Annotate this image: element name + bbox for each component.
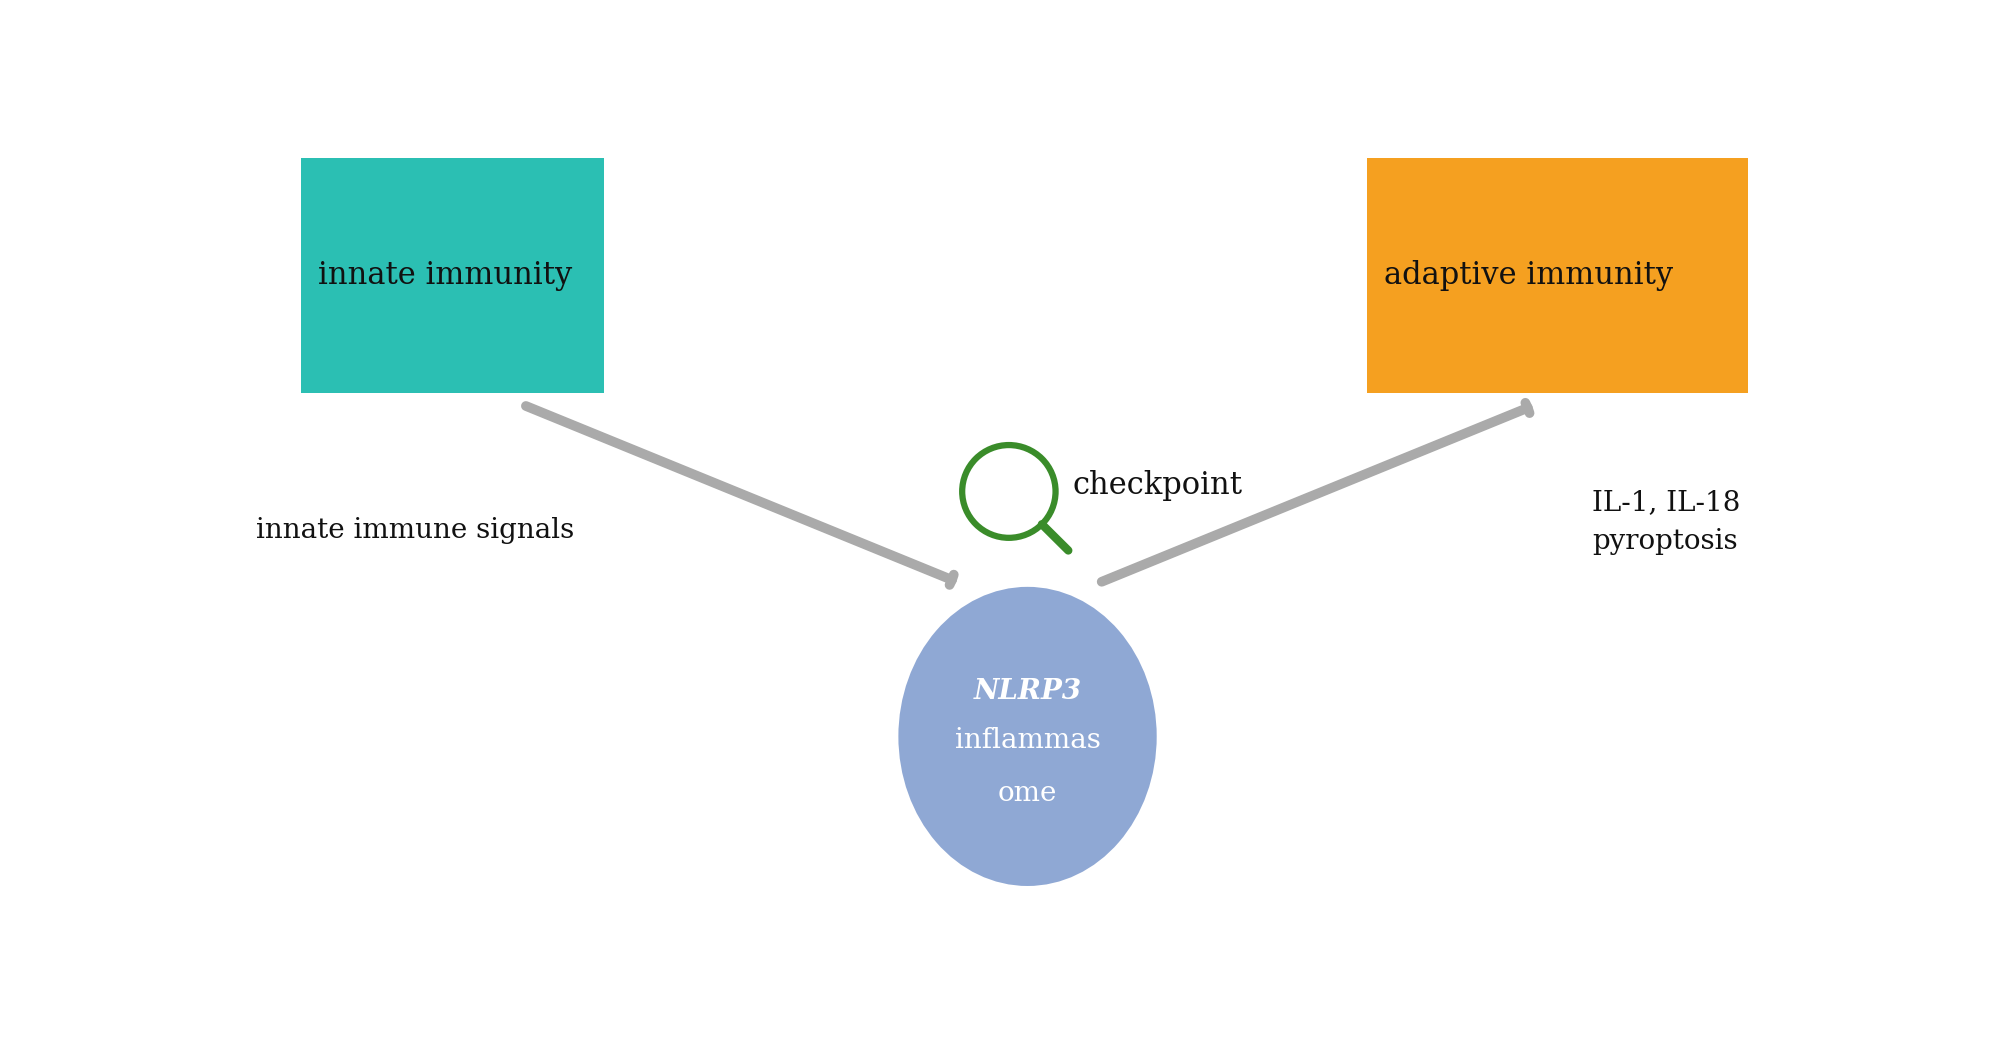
Text: NLRP3: NLRP3 [973, 678, 1082, 706]
Ellipse shape [897, 587, 1156, 886]
Text: adaptive immunity: adaptive immunity [1383, 260, 1672, 291]
Text: inflammas: inflammas [953, 727, 1100, 754]
Text: ome: ome [997, 779, 1058, 806]
Ellipse shape [961, 445, 1056, 538]
Text: checkpoint: checkpoint [1072, 470, 1242, 501]
Text: IL-1, IL-18
pyroptosis: IL-1, IL-18 pyroptosis [1592, 489, 1740, 555]
FancyBboxPatch shape [301, 159, 604, 393]
FancyBboxPatch shape [1367, 159, 1748, 393]
Text: innate immunity: innate immunity [317, 260, 572, 291]
Text: innate immune signals: innate immune signals [255, 517, 574, 544]
